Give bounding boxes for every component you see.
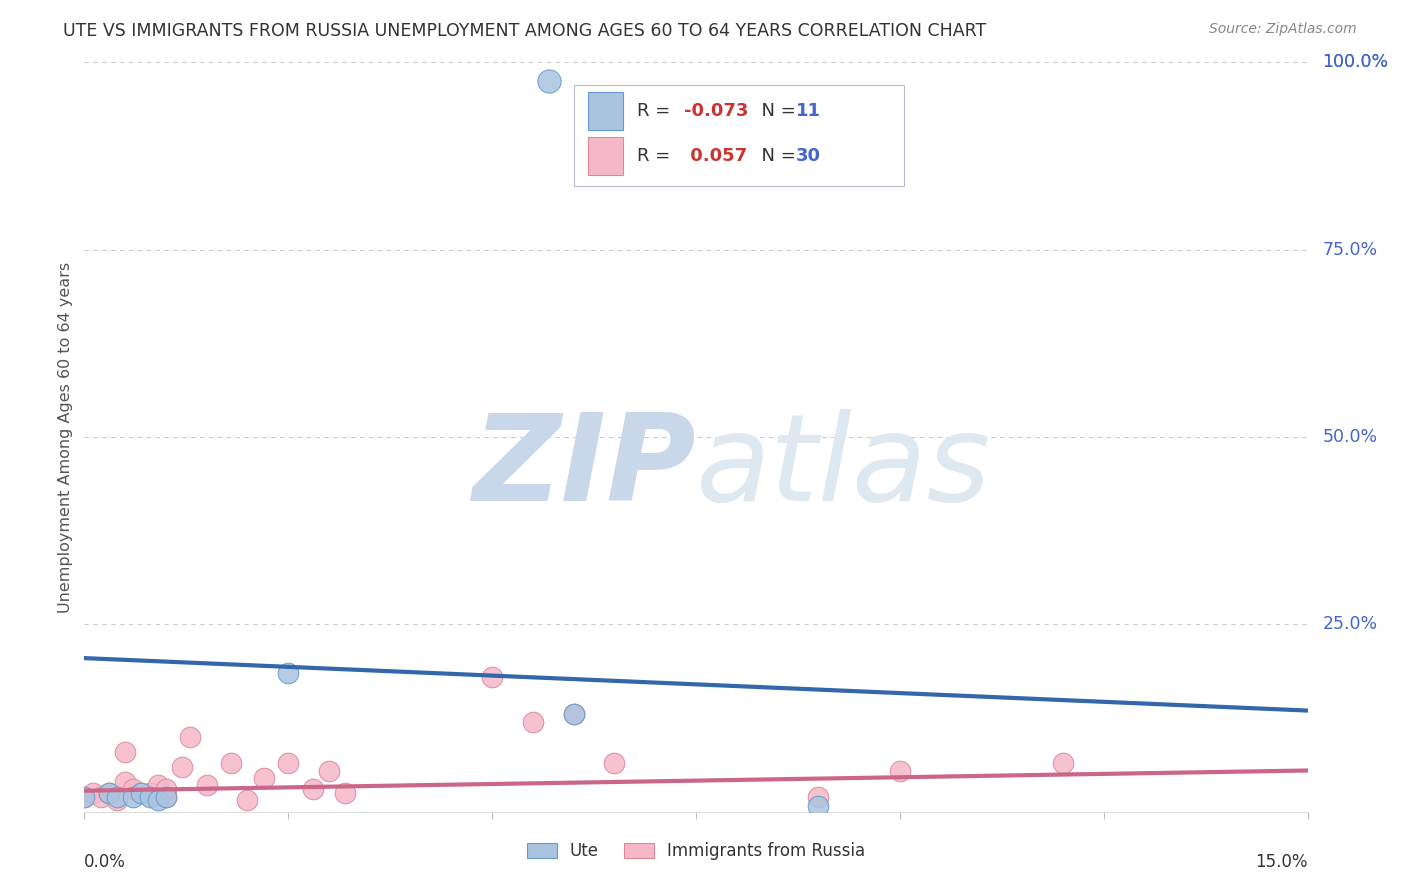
Point: [146, 779, 169, 793]
Point: [562, 707, 585, 722]
Point: [97, 786, 120, 800]
Text: atlas: atlas: [696, 409, 991, 525]
Point: [481, 670, 503, 684]
Point: [807, 789, 830, 804]
Point: [195, 779, 218, 793]
Text: 11: 11: [796, 103, 821, 120]
Text: UTE VS IMMIGRANTS FROM RUSSIA UNEMPLOYMENT AMONG AGES 60 TO 64 YEARS CORRELATION: UTE VS IMMIGRANTS FROM RUSSIA UNEMPLOYME…: [63, 22, 987, 40]
Text: ZIP: ZIP: [472, 409, 696, 525]
Text: 50.0%: 50.0%: [1322, 428, 1378, 446]
Y-axis label: Unemployment Among Ages 60 to 64 years: Unemployment Among Ages 60 to 64 years: [58, 261, 73, 613]
Text: Source: ZipAtlas.com: Source: ZipAtlas.com: [1209, 22, 1357, 37]
Point: [522, 714, 544, 729]
Legend: Ute, Immigrants from Russia: Ute, Immigrants from Russia: [520, 836, 872, 867]
Text: 100.0%: 100.0%: [1322, 54, 1388, 71]
Point: [131, 786, 153, 800]
Point: [807, 798, 830, 813]
Text: 100.0%: 100.0%: [1322, 54, 1388, 71]
Point: [73, 789, 96, 804]
Point: [90, 789, 112, 804]
Point: [603, 756, 626, 770]
Point: [131, 786, 153, 800]
Point: [155, 782, 177, 797]
Point: [179, 730, 201, 744]
Text: 75.0%: 75.0%: [1322, 241, 1378, 259]
Point: [538, 74, 561, 88]
Point: [114, 774, 136, 789]
Point: [1052, 756, 1074, 770]
FancyBboxPatch shape: [574, 85, 904, 186]
Point: [122, 789, 145, 804]
Text: 30: 30: [796, 147, 821, 165]
Point: [105, 793, 128, 807]
Point: [219, 756, 242, 770]
Point: [253, 771, 276, 785]
Point: [889, 764, 911, 778]
Point: [562, 707, 585, 722]
Point: [172, 760, 194, 774]
Text: R =: R =: [637, 103, 676, 120]
Text: R =: R =: [637, 147, 676, 165]
FancyBboxPatch shape: [588, 137, 623, 175]
Point: [114, 745, 136, 759]
Point: [335, 786, 357, 800]
Point: [318, 764, 340, 778]
Text: 0.057: 0.057: [683, 147, 747, 165]
Point: [155, 789, 177, 804]
Text: 0.0%: 0.0%: [84, 853, 127, 871]
Point: [236, 793, 259, 807]
Point: [122, 782, 145, 797]
Text: -0.073: -0.073: [683, 103, 748, 120]
Point: [277, 666, 299, 681]
Text: 25.0%: 25.0%: [1322, 615, 1378, 633]
Point: [97, 786, 120, 800]
Text: N =: N =: [749, 147, 801, 165]
Text: N =: N =: [749, 103, 801, 120]
Point: [105, 789, 128, 804]
Text: 15.0%: 15.0%: [1256, 853, 1308, 871]
Point: [277, 756, 299, 770]
Point: [146, 793, 169, 807]
Point: [138, 789, 160, 804]
Point: [138, 786, 160, 800]
Point: [155, 789, 177, 804]
FancyBboxPatch shape: [588, 93, 623, 130]
Point: [82, 786, 104, 800]
Point: [73, 789, 96, 804]
Point: [301, 782, 323, 797]
